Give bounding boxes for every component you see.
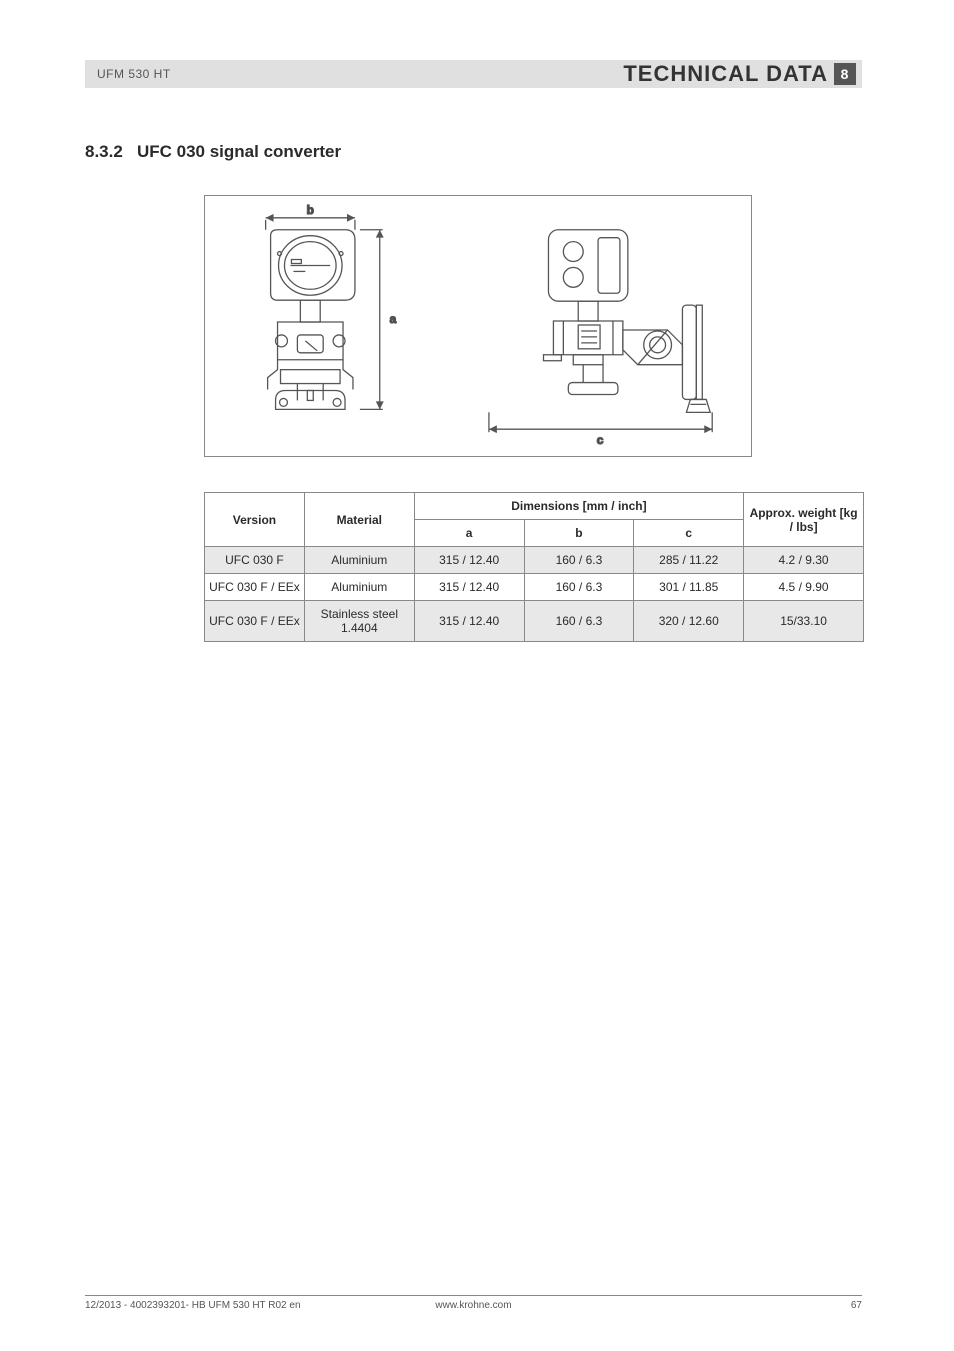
- cell-c: 320 / 12.60: [634, 601, 744, 642]
- cell-a: 315 / 12.40: [414, 547, 524, 574]
- page-footer: 12/2013 - 4002393201- HB UFM 530 HT R02 …: [85, 1295, 862, 1311]
- section-title-text: UFC 030 signal converter: [137, 142, 341, 161]
- dim-label-b: b: [307, 203, 314, 217]
- table-row: UFC 030 F Aluminium 315 / 12.40 160 / 6.…: [205, 547, 864, 574]
- cell-material: Stainless steel 1.4404: [304, 601, 414, 642]
- cell-b: 160 / 6.3: [524, 601, 634, 642]
- header-title-text: TECHNICAL DATA: [623, 61, 828, 87]
- dim-label-c: c: [597, 433, 604, 447]
- converter-diagram-svg: b a: [205, 196, 751, 456]
- cell-weight: 4.5 / 9.90: [744, 574, 864, 601]
- footer-url: www.krohne.com: [344, 1300, 603, 1311]
- table-row: UFC 030 F / EEx Aluminium 315 / 12.40 16…: [205, 574, 864, 601]
- cell-a: 315 / 12.40: [414, 574, 524, 601]
- th-material: Material: [304, 493, 414, 547]
- th-c: c: [634, 520, 744, 547]
- table-row: UFC 030 F / EEx Stainless steel 1.4404 3…: [205, 601, 864, 642]
- header-section-number: 8: [834, 63, 856, 85]
- page-header: UFM 530 HT TECHNICAL DATA 8: [85, 60, 862, 88]
- th-a: a: [414, 520, 524, 547]
- cell-weight: 4.2 / 9.30: [744, 547, 864, 574]
- table-body: UFC 030 F Aluminium 315 / 12.40 160 / 6.…: [205, 547, 864, 642]
- cell-material: Aluminium: [304, 547, 414, 574]
- section-number: 8.3.2: [85, 142, 123, 161]
- header-product-label: UFM 530 HT: [85, 67, 171, 81]
- th-dimensions: Dimensions [mm / inch]: [414, 493, 743, 520]
- cell-version: UFC 030 F / EEx: [205, 574, 305, 601]
- th-b: b: [524, 520, 634, 547]
- dimensions-table: Version Material Dimensions [mm / inch] …: [204, 492, 864, 642]
- cell-version: UFC 030 F / EEx: [205, 601, 305, 642]
- section-heading: 8.3.2 UFC 030 signal converter: [85, 142, 341, 162]
- cell-b: 160 / 6.3: [524, 574, 634, 601]
- dimension-figure: b a: [204, 195, 752, 457]
- header-section-title: TECHNICAL DATA 8: [623, 61, 862, 87]
- cell-c: 301 / 11.85: [634, 574, 744, 601]
- th-weight: Approx. weight [kg / lbs]: [744, 493, 864, 547]
- cell-a: 315 / 12.40: [414, 601, 524, 642]
- footer-page-number: 67: [603, 1300, 862, 1311]
- cell-b: 160 / 6.3: [524, 547, 634, 574]
- cell-version: UFC 030 F: [205, 547, 305, 574]
- cell-weight: 15/33.10: [744, 601, 864, 642]
- cell-material: Aluminium: [304, 574, 414, 601]
- dim-label-a: a: [390, 312, 397, 326]
- cell-c: 285 / 11.22: [634, 547, 744, 574]
- th-version: Version: [205, 493, 305, 547]
- footer-doc-id: 12/2013 - 4002393201- HB UFM 530 HT R02 …: [85, 1300, 344, 1311]
